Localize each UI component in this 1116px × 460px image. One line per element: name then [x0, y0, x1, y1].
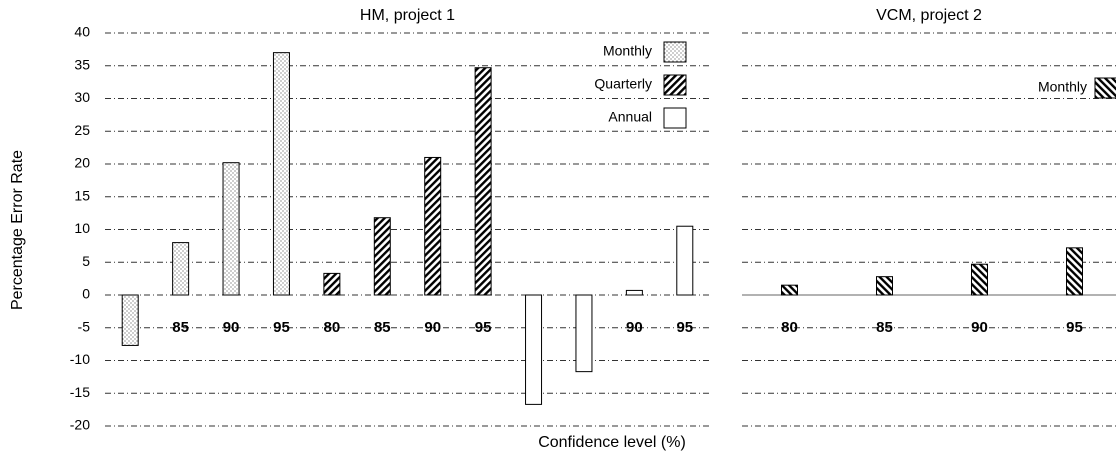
bar	[525, 294, 543, 405]
x-tick-label: 90	[223, 319, 240, 336]
y-tick-label: 10	[74, 220, 90, 236]
y-tick-label: -5	[78, 318, 91, 334]
y-tick-label: 15	[74, 187, 90, 203]
legend-label: Quarterly	[594, 76, 652, 92]
legend-label: Monthly	[1038, 79, 1087, 95]
y-tick-label: 30	[74, 89, 90, 105]
bar	[575, 294, 593, 373]
bar	[272, 52, 290, 296]
y-tick-label: -10	[70, 351, 90, 367]
legend-label: Annual	[608, 109, 652, 125]
bar	[172, 242, 190, 296]
y-tick-label: -20	[70, 417, 90, 433]
y-axis-label: Percentage Error Rate	[9, 150, 26, 310]
chart-title: VCM, project 2	[876, 7, 982, 24]
bar	[1066, 247, 1083, 296]
bar	[121, 294, 139, 346]
y-tick-label: 25	[74, 122, 90, 138]
x-tick-label: 80	[781, 319, 798, 336]
x-tick-label: 90	[626, 319, 643, 336]
x-tick-label: 90	[424, 319, 441, 336]
bar	[323, 272, 341, 296]
y-tick-label: 5	[82, 253, 90, 269]
y-tick-label: 20	[74, 155, 90, 171]
x-tick-label: 80	[324, 319, 341, 336]
bar	[676, 225, 694, 296]
x-tick-label: 95	[676, 319, 693, 336]
bar	[424, 156, 442, 296]
y-tick-label: 40	[74, 24, 90, 40]
legend-swatch	[663, 107, 687, 129]
x-tick-label: 90	[971, 319, 988, 336]
x-axis-label: Confidence level (%)	[538, 434, 686, 451]
y-tick-label: 35	[74, 56, 90, 72]
legend-swatch	[1094, 77, 1116, 99]
chart-title: HM, project 1	[360, 7, 455, 24]
bar	[625, 289, 643, 296]
bar	[474, 67, 492, 296]
legend-swatch	[663, 41, 687, 63]
bar	[781, 284, 798, 296]
y-tick-label: 0	[82, 286, 90, 302]
x-tick-label: 85	[374, 319, 391, 336]
bar	[222, 162, 240, 296]
x-tick-label: 85	[172, 319, 189, 336]
bar	[971, 263, 988, 296]
bar	[373, 217, 391, 296]
x-tick-label: 95	[475, 319, 492, 336]
legend-label: Monthly	[603, 43, 652, 59]
x-tick-label: 95	[1066, 319, 1083, 336]
y-tick-label: -15	[70, 384, 90, 400]
bar	[876, 276, 893, 296]
x-tick-label: 85	[876, 319, 893, 336]
x-tick-label: 95	[273, 319, 290, 336]
legend-swatch	[663, 74, 687, 96]
